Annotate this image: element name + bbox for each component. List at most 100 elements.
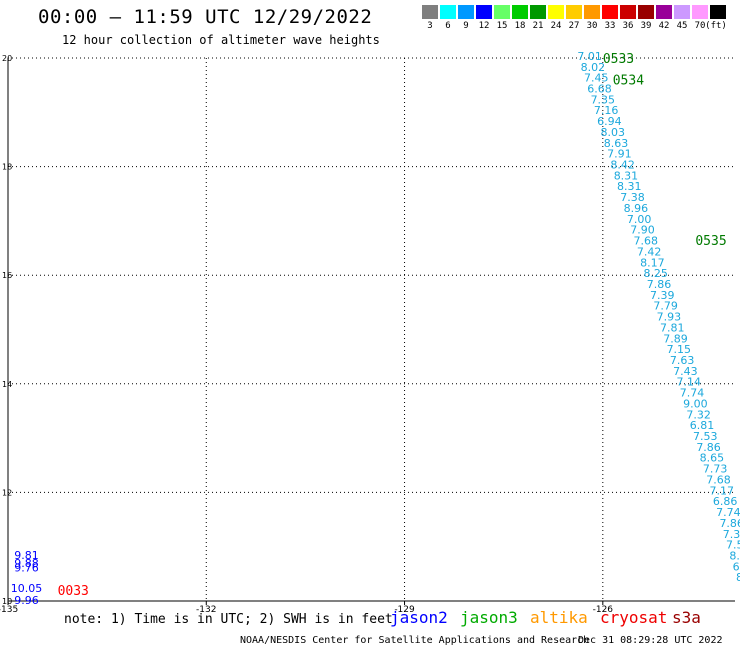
wave-height-value: 6.89: [733, 560, 740, 573]
wave-height-value: 7.35: [591, 93, 616, 106]
legend-label: 24: [550, 21, 562, 31]
color-legend: [422, 5, 728, 19]
lat-tick-label: 20: [2, 54, 12, 63]
lon-tick-label: -132: [196, 605, 216, 615]
legend-swatch: [440, 5, 456, 19]
legend-swatch: [548, 5, 564, 19]
wave-height-value: 7.86: [719, 517, 740, 530]
legend-label: 21: [532, 21, 544, 31]
wave-height-value-jason2: 9.81: [14, 549, 39, 562]
legend-unit: (ft): [705, 21, 727, 31]
legend-swatch: [530, 5, 546, 19]
wave-height-value: 6.81: [690, 419, 715, 432]
lat-tick-label: 16: [2, 271, 12, 280]
wave-height-value: 7.01: [577, 50, 602, 63]
legend-label: 42: [658, 21, 670, 31]
wave-height-value: 7.91: [607, 148, 632, 161]
legend-swatch: [674, 5, 690, 19]
pass-number-label: 0535: [695, 234, 726, 249]
legend-swatch: [692, 5, 708, 19]
wave-height-value: 7.39: [650, 289, 675, 302]
legend-label: 6: [445, 21, 451, 31]
legend-label: 27: [568, 21, 580, 31]
legend-swatch: [566, 5, 582, 19]
wave-height-value: 7.32: [686, 408, 711, 421]
wave-height-value: 7.74: [680, 387, 705, 400]
wave-height-value: 7.53: [693, 430, 718, 443]
legend-swatch: [710, 5, 726, 19]
wave-height-value: 7.81: [660, 321, 685, 334]
page-title: 00:00 – 11:59 UTC 12/29/2022: [38, 6, 373, 28]
generation-timestamp: Dec 31 08:29:28 UTC 2022: [578, 635, 723, 646]
wave-height-value: 8.96: [624, 202, 649, 215]
legend-swatch: [458, 5, 474, 19]
legend-swatch: [494, 5, 510, 19]
wave-height-value: 7.42: [637, 245, 662, 258]
satellite-label-cryosat: cryosat: [600, 608, 668, 627]
wave-height-value-jason2: 9.76: [14, 561, 39, 574]
page-subtitle: 12 hour collection of altimeter wave hei…: [62, 33, 380, 47]
wave-height-value: 7.89: [663, 332, 688, 345]
wave-height-value: 7.93: [657, 311, 682, 324]
credit-text: NOAA/NESDIS Center for Satellite Applica…: [240, 635, 590, 646]
legend-swatch: [584, 5, 600, 19]
wave-height-value: 8.37: [729, 549, 740, 562]
wave-height-value: 8.31: [617, 180, 642, 193]
wave-height-value: 7.86: [647, 278, 672, 291]
wave-height-value: 8.02: [581, 61, 606, 74]
lon-tick-label: -129: [394, 605, 415, 615]
legend-label: 70: [694, 21, 706, 31]
wave-height-value: 7.63: [670, 354, 695, 367]
wave-height-value: 7.00: [627, 213, 652, 226]
wave-height-value: 8.31: [614, 169, 639, 182]
wave-height-value: 7.45: [584, 72, 609, 85]
pass-number-label: 0534: [613, 74, 644, 89]
satellite-label-altika: altika: [530, 608, 588, 627]
wave-height-value: 7.43: [673, 365, 698, 378]
wave-height-value: 7.74: [716, 506, 740, 519]
wave-height-value: 8.63: [604, 137, 629, 150]
wave-height-value: 6.94: [597, 115, 622, 128]
wave-height-value: 7.38: [620, 191, 645, 204]
wave-height-value: 6.86: [713, 495, 738, 508]
wave-height-value: 8.42: [610, 159, 635, 172]
wave-height-value: 7.90: [630, 224, 655, 237]
legend-swatch: [476, 5, 492, 19]
pass-number-label: 0533: [603, 52, 634, 67]
legend-label: 36: [622, 21, 634, 31]
lon-tick-label: -135: [0, 605, 18, 615]
wave-height-value: 7.17: [710, 484, 735, 497]
wave-height-value: 7.54: [726, 539, 740, 552]
wave-height-value: 7.73: [703, 463, 728, 476]
wave-height-value-jason2: 9.88: [14, 557, 39, 570]
footer-note: note: 1) Time is in UTC; 2) SWH is in fe…: [64, 612, 393, 627]
wave-height-value: 7.68: [706, 473, 731, 486]
legend-label: 9: [463, 21, 469, 31]
legend-label: 3: [427, 21, 433, 31]
legend-label: 30: [586, 21, 598, 31]
legend-swatch: [422, 5, 438, 19]
wave-height-value: 8.17: [640, 256, 665, 269]
pass-number-label: 0033: [58, 584, 89, 599]
wave-height-value: 8.03: [600, 126, 625, 139]
lat-tick-label: 14: [2, 380, 12, 389]
lon-tick-label: -126: [593, 605, 614, 615]
wave-height-value-jason2: 9.96: [14, 594, 39, 607]
wave-height-value: 7.16: [594, 104, 619, 117]
legend-label: 18: [514, 21, 526, 31]
legend-swatch: [620, 5, 636, 19]
wave-height-value: 7.34: [723, 528, 740, 541]
satellite-label-s3a: s3a: [672, 608, 701, 627]
lat-tick-label: 18: [2, 163, 12, 172]
legend-label: 33: [604, 21, 616, 31]
wave-height-value: 7.86: [696, 441, 721, 454]
satellite-label-jason2: jason2: [390, 608, 448, 627]
wave-height-value: 7.68: [634, 235, 659, 248]
legend-label: 15: [496, 21, 508, 31]
legend-swatch: [638, 5, 654, 19]
legend-swatch: [656, 5, 672, 19]
wave-height-value: 8.65: [700, 452, 725, 465]
wave-height-value: 7.15: [667, 343, 692, 356]
legend-swatch: [512, 5, 528, 19]
